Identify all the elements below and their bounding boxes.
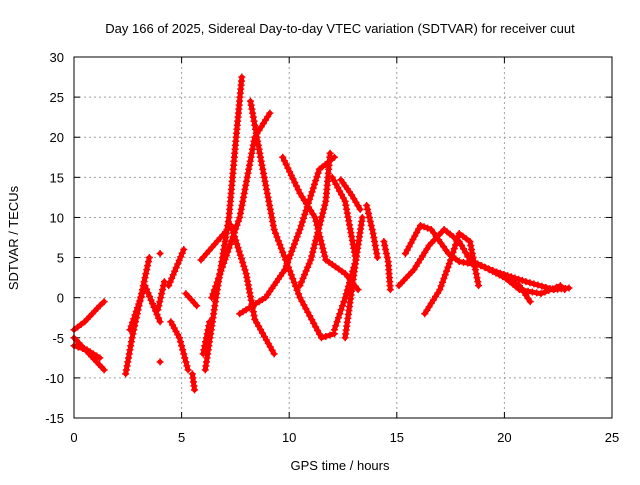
plus-markers [199, 318, 214, 358]
plot-border [73, 56, 613, 419]
plus-markers [126, 282, 164, 334]
data-track [485, 266, 573, 294]
chart-title: Day 166 of 2025, Sidereal Day-to-day VTE… [105, 21, 575, 36]
data-track [236, 153, 338, 318]
x-tick-label: 5 [178, 430, 185, 445]
y-tick-label: 15 [50, 170, 64, 185]
data-track [156, 250, 164, 258]
plus-markers [296, 149, 334, 290]
plus-markers [330, 213, 366, 334]
plus-markers [156, 358, 164, 366]
y-tick-label: 10 [50, 210, 64, 225]
data-track [182, 290, 201, 310]
plus-markers [197, 221, 278, 358]
y-tick-label: 20 [50, 130, 64, 145]
data-track [199, 318, 214, 358]
x-tick-label: 25 [605, 430, 619, 445]
data-track [165, 246, 188, 290]
x-axis-label: GPS time / hours [291, 458, 390, 473]
plus-markers [421, 229, 483, 318]
y-tick-label: -10 [45, 371, 64, 386]
plus-markers [485, 266, 573, 294]
x-tick-label: 0 [70, 430, 77, 445]
y-tick-label: 5 [57, 251, 64, 266]
data-track [188, 370, 199, 394]
data-track [363, 201, 381, 262]
y-tick-label: -5 [52, 331, 64, 346]
plus-markers [337, 176, 364, 213]
data-track [197, 221, 278, 358]
plus-markers [363, 201, 381, 262]
x-tick-label: 20 [497, 430, 511, 445]
data-track [167, 318, 192, 374]
data-track [208, 109, 274, 302]
y-tick-label: 25 [50, 90, 64, 105]
y-axis-label: SDTVAR / TECUs [6, 185, 21, 290]
tick-labels: 0 5 10 15 20 25 -15 -10 -5 0 5 10 15 20 25 30 [45, 50, 619, 445]
plus-markers [165, 246, 188, 290]
plus-markers [380, 238, 394, 294]
data-track [337, 176, 364, 213]
data-track [154, 278, 168, 314]
grid [73, 56, 613, 419]
x-tick-label: 15 [390, 430, 404, 445]
data-track [380, 238, 394, 294]
plus-markers [167, 318, 192, 374]
x-tick-label: 10 [282, 430, 296, 445]
y-tick-label: -15 [45, 411, 64, 426]
plus-markers [246, 97, 338, 342]
plus-markers [182, 290, 201, 310]
data-track [296, 149, 334, 290]
plus-markers [154, 278, 168, 314]
data-track [156, 358, 164, 366]
data-track [421, 229, 483, 318]
data-track [330, 213, 366, 334]
y-tick-label: 30 [50, 50, 64, 65]
plus-markers [395, 225, 534, 306]
plus-markers [188, 370, 199, 394]
data-tracks [70, 73, 573, 394]
plus-markers [236, 153, 338, 318]
plus-markers [156, 250, 164, 258]
y-tick-label: 0 [57, 291, 64, 306]
